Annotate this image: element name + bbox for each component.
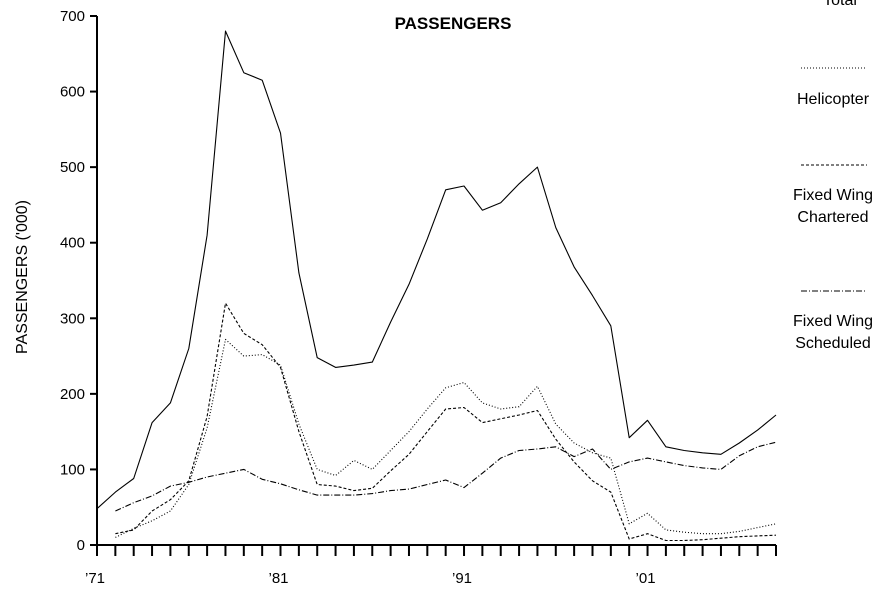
y-tick-label: 500 [60,159,85,176]
chart-title: PASSENGERS [395,14,512,33]
legend-label-chartered-line2: Chartered [797,209,868,226]
axes: 0 100 200 300 400 500 600 700 ’71 ’81 ’91 ’01 [60,8,777,587]
series-line-total [96,30,777,510]
series-line-helicopter [115,338,777,538]
legend-label-total: Total [823,0,857,9]
legend-label-chartered-line1: Fixed Wing [793,187,873,204]
legend-label-helicopter: Helicopter [797,91,870,108]
y-tick-label: 600 [60,84,85,101]
x-tick-label: ’01 [636,570,656,587]
y-tick-label: 100 [60,461,85,478]
series-line-fixed-wing-chartered [115,302,777,542]
legend-label-scheduled-line2: Scheduled [795,335,871,352]
y-tick-label: 0 [77,537,85,554]
legend-label-scheduled-line1: Fixed Wing [793,313,873,330]
legend: Total Helicopter Fixed Wing Chartered Fi… [793,0,873,352]
x-tick-label: ’71 [85,570,105,587]
y-tick-label: 400 [60,235,85,252]
y-tick-label: 700 [60,8,85,25]
y-tick-label: 300 [60,310,85,327]
x-tick-label: ’91 [452,570,472,587]
series-group [96,30,777,542]
y-tick-label: 200 [60,386,85,403]
y-axis-title: PASSENGERS ('000) [14,200,31,354]
x-tick-label: ’81 [268,570,288,587]
series-line-fixed-wing-scheduled [115,441,777,512]
